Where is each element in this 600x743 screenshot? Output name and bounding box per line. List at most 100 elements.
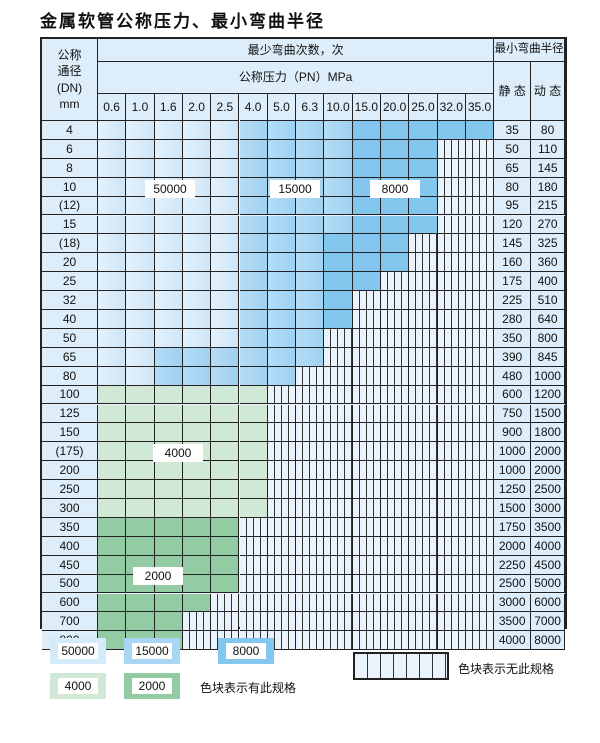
- dn-cell: 25: [42, 272, 98, 292]
- cycles-cell-2000: [126, 612, 155, 632]
- unavailable-cell: [437, 253, 466, 273]
- cycles-cell-50000: [98, 253, 127, 273]
- cycles-cell-8000: [352, 272, 381, 292]
- unavailable-cell: [182, 612, 212, 632]
- dn-cell: 400: [42, 536, 98, 556]
- unavailable-cell: [409, 234, 438, 254]
- unavailable-cell: [437, 291, 466, 310]
- unavailable-cell: [409, 385, 438, 405]
- unavailable-cell: [296, 499, 325, 518]
- cycles-cell-50000: [211, 291, 240, 310]
- cycles-cell-4000: [239, 499, 268, 518]
- unavailable-cell: [409, 253, 438, 273]
- unavailable-cell: [437, 423, 466, 443]
- unavailable-cell: [381, 291, 410, 310]
- cycles-cell-50000: [182, 310, 212, 329]
- cycles-cell-2000: [154, 517, 183, 537]
- dn-cell: 500: [42, 574, 98, 594]
- cycles-cell-2000: [211, 536, 240, 556]
- dynamic-radius-cell: 1500: [531, 404, 565, 424]
- cycles-cell-50000: [211, 158, 240, 178]
- dn-cell: 250: [42, 480, 98, 499]
- dynamic-radius-cell: 2000: [531, 442, 565, 462]
- unavailable-cell: [352, 517, 381, 537]
- cycles-cell-15000: [267, 158, 297, 178]
- cycles-cell-15000: [239, 347, 268, 367]
- unavailable-cell: [465, 461, 495, 481]
- unavailable-cell: [324, 480, 353, 499]
- cycles-cell-2000: [98, 593, 127, 613]
- dn-cell: 6: [42, 139, 98, 159]
- cycles-cell-15000: [182, 347, 212, 367]
- unavailable-cell: [352, 536, 381, 556]
- static-radius-cell: 1250: [494, 480, 532, 499]
- unavailable-cell: [352, 347, 381, 367]
- cycles-cell-50000: [154, 121, 183, 140]
- cycles-cell-50000: [211, 234, 240, 254]
- cycles-cell-2000: [126, 517, 155, 537]
- dn-cell: 40: [42, 310, 98, 329]
- unavailable-cell: [352, 612, 381, 632]
- unavailable-cell: [324, 593, 353, 613]
- cycles-cell-50000: [182, 121, 212, 140]
- cycles-cell-2000: [182, 574, 212, 594]
- cycles-cell-2000: [182, 555, 212, 575]
- cycles-cell-2000: [154, 612, 183, 632]
- unavailable-cell: [352, 291, 381, 310]
- cycles-header: 最少弯曲次数，次: [98, 39, 495, 62]
- cycles-cell-15000: [296, 158, 325, 178]
- cycles-cell-15000: [239, 215, 268, 235]
- cycles-cell-8000: [409, 158, 438, 178]
- unavailable-cell: [437, 234, 466, 254]
- static-header: 静 态: [494, 62, 532, 121]
- dn-cell: (175): [42, 442, 98, 462]
- cycles-cell-4000: [182, 423, 212, 443]
- cycles-cell-4000: [154, 385, 183, 405]
- cycles-cell-8000: [352, 196, 381, 216]
- pressure-column-header: 6.3: [296, 94, 325, 121]
- unavailable-cell: [352, 310, 381, 329]
- dn-cell: 350: [42, 517, 98, 537]
- dynamic-radius-cell: 1200: [531, 385, 565, 405]
- static-radius-cell: 1000: [494, 442, 532, 462]
- cycles-cell-50000: [154, 310, 183, 329]
- cycles-cell-8000: [352, 121, 381, 140]
- pressure-column-header: 1.6: [154, 94, 183, 121]
- unavailable-cell: [267, 536, 297, 556]
- cycles-cell-15000: [296, 139, 325, 159]
- unavailable-cell: [465, 366, 495, 386]
- cycles-cell-2000: [126, 536, 155, 556]
- dn-cell: 20: [42, 253, 98, 273]
- cycles-cell-50000: [182, 139, 212, 159]
- static-radius-cell: 480: [494, 366, 532, 386]
- cycles-cell-8000: [352, 234, 381, 254]
- cycles-cell-4000: [182, 480, 212, 499]
- unavailable-cell: [352, 480, 381, 499]
- cycles-cell-50000: [154, 158, 183, 178]
- unavailable-cell: [381, 612, 410, 632]
- cycles-cell-4000: [154, 480, 183, 499]
- cycles-cell-15000: [296, 272, 325, 292]
- dynamic-radius-cell: 2500: [531, 480, 565, 499]
- cycles-cell-8000: [381, 253, 410, 273]
- dynamic-radius-cell: 325: [531, 234, 565, 254]
- pressure-column-header: 32.0: [437, 94, 466, 121]
- cycles-cell-4000: [211, 480, 240, 499]
- cycles-cell-4000: [211, 461, 240, 481]
- unavailable-cell: [296, 555, 325, 575]
- unavailable-cell: [437, 328, 466, 348]
- cycles-cell-50000: [154, 291, 183, 310]
- static-radius-cell: 145: [494, 234, 532, 254]
- unavailable-cell: [465, 347, 495, 367]
- legend-15000: 15000: [124, 638, 180, 664]
- cycles-cell-4000: [98, 423, 127, 443]
- dynamic-radius-cell: 845: [531, 347, 565, 367]
- cycles-cell-50000: [211, 310, 240, 329]
- static-radius-cell: 1750: [494, 517, 532, 537]
- legend-50000: 50000: [50, 638, 106, 664]
- unavailable-cell: [381, 366, 410, 386]
- dynamic-radius-cell: 8000: [531, 631, 565, 651]
- unavailable-cell: [352, 574, 381, 594]
- cycles-cell-4000: [126, 404, 155, 424]
- cycles-cell-50000: [182, 215, 212, 235]
